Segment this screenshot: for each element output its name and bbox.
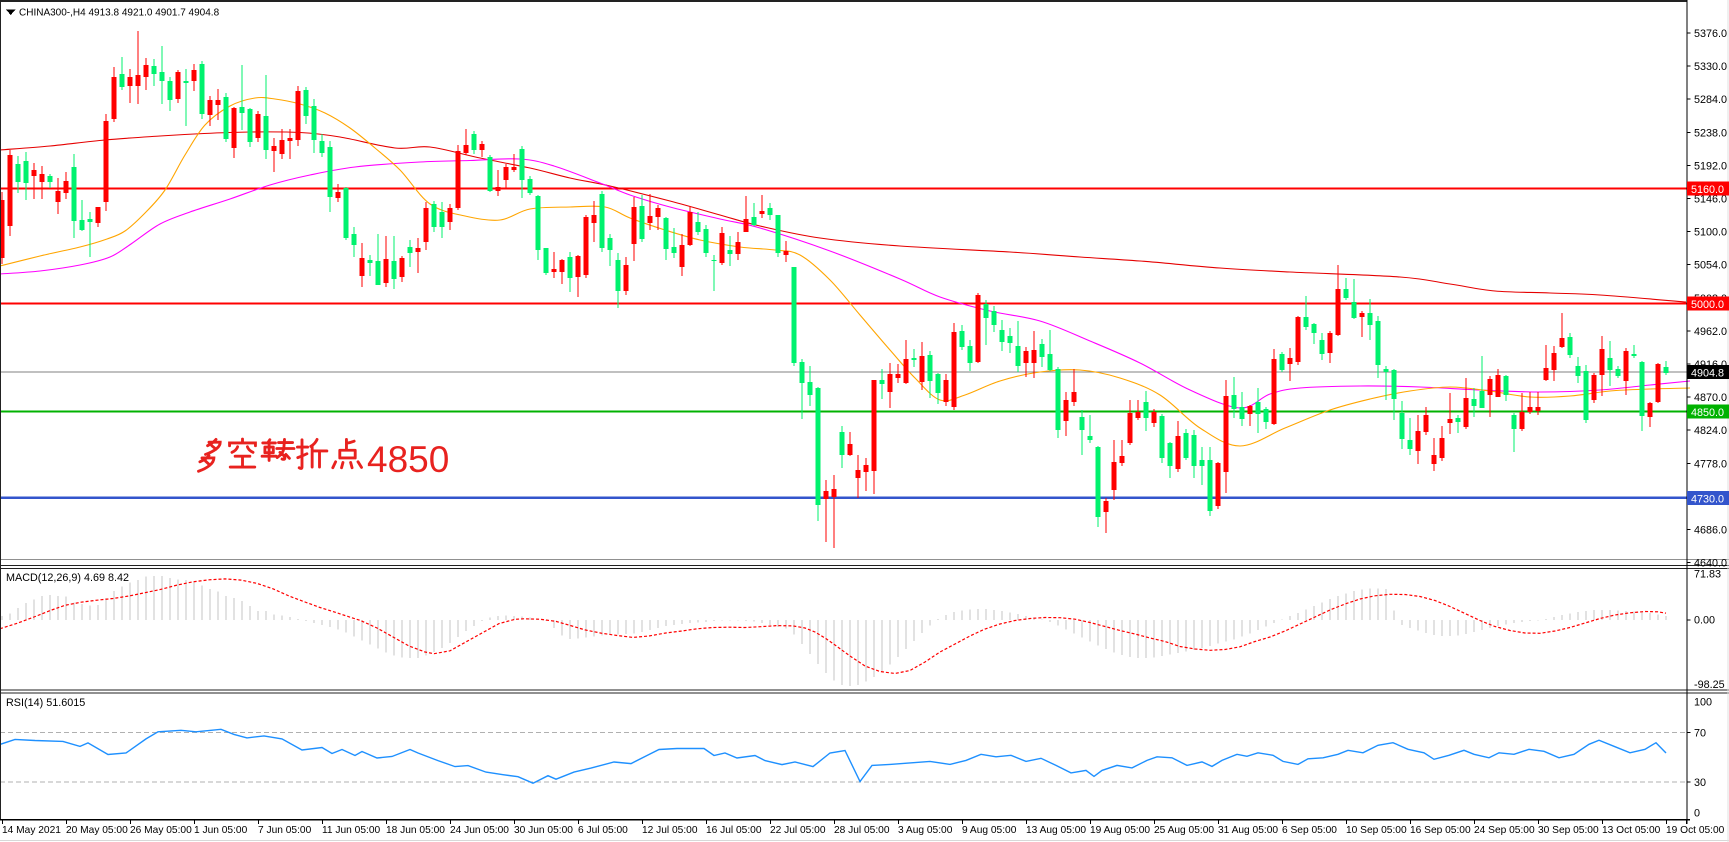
svg-text:5284.0: 5284.0 xyxy=(1694,94,1727,106)
svg-text:5146.0: 5146.0 xyxy=(1694,194,1727,206)
svg-text:4686.0: 4686.0 xyxy=(1694,525,1727,537)
svg-text:0: 0 xyxy=(1694,808,1700,820)
svg-text:24 Jun 05:00: 24 Jun 05:00 xyxy=(450,825,509,836)
svg-text:30: 30 xyxy=(1694,777,1706,789)
svg-text:5238.0: 5238.0 xyxy=(1694,127,1727,139)
svg-text:1 Jun 05:00: 1 Jun 05:00 xyxy=(194,825,248,836)
svg-text:MACD(12,26,9) 4.69 8.42: MACD(12,26,9) 4.69 8.42 xyxy=(6,572,129,584)
svg-text:4640.0: 4640.0 xyxy=(1694,558,1727,570)
svg-text:19 Oct 05:00: 19 Oct 05:00 xyxy=(1666,825,1725,836)
svg-text:CHINA300-,H4 4913.8 4921.0 49: CHINA300-,H4 4913.8 4921.0 4901.7 4904.8 xyxy=(19,8,220,19)
svg-text:4870.0: 4870.0 xyxy=(1694,392,1727,404)
svg-text:5000.0: 5000.0 xyxy=(1691,299,1724,311)
svg-text:4824.0: 4824.0 xyxy=(1694,425,1727,437)
svg-text:22 Jul 05:00: 22 Jul 05:00 xyxy=(770,825,826,836)
svg-text:30 Jun 05:00: 30 Jun 05:00 xyxy=(514,825,573,836)
svg-text:5054.0: 5054.0 xyxy=(1694,260,1727,272)
svg-text:7 Jun 05:00: 7 Jun 05:00 xyxy=(258,825,312,836)
svg-text:18 Jun 05:00: 18 Jun 05:00 xyxy=(386,825,445,836)
svg-text:5330.0: 5330.0 xyxy=(1694,61,1727,73)
svg-text:12 Jul 05:00: 12 Jul 05:00 xyxy=(642,825,698,836)
svg-text:24 Sep 05:00: 24 Sep 05:00 xyxy=(1474,825,1535,836)
svg-text:6 Sep 05:00: 6 Sep 05:00 xyxy=(1282,825,1337,836)
svg-text:16 Jul 05:00: 16 Jul 05:00 xyxy=(706,825,762,836)
svg-text:5100.0: 5100.0 xyxy=(1694,227,1727,239)
svg-text:100: 100 xyxy=(1694,697,1712,709)
svg-text:4850.0: 4850.0 xyxy=(1691,407,1724,419)
svg-text:6 Jul 05:00: 6 Jul 05:00 xyxy=(578,825,628,836)
svg-text:5160.0: 5160.0 xyxy=(1691,184,1724,196)
svg-text:30 Sep 05:00: 30 Sep 05:00 xyxy=(1538,825,1599,836)
svg-text:5192.0: 5192.0 xyxy=(1694,160,1727,172)
svg-text:4904.8: 4904.8 xyxy=(1691,368,1724,380)
svg-text:10 Sep 05:00: 10 Sep 05:00 xyxy=(1346,825,1407,836)
svg-text:71.83: 71.83 xyxy=(1694,569,1721,581)
svg-text:RSI(14) 51.6015: RSI(14) 51.6015 xyxy=(6,697,85,709)
svg-text:26 May 05:00: 26 May 05:00 xyxy=(130,825,192,836)
svg-text:16 Sep 05:00: 16 Sep 05:00 xyxy=(1410,825,1471,836)
svg-text:4778.0: 4778.0 xyxy=(1694,458,1727,470)
svg-text:5376.0: 5376.0 xyxy=(1694,28,1727,40)
svg-text:0.00: 0.00 xyxy=(1694,615,1715,627)
svg-text:11 Jun 05:00: 11 Jun 05:00 xyxy=(322,825,380,836)
svg-text:70: 70 xyxy=(1694,728,1706,740)
svg-text:4850: 4850 xyxy=(367,439,449,480)
svg-text:-98.25: -98.25 xyxy=(1694,679,1725,691)
svg-text:20 May 05:00: 20 May 05:00 xyxy=(66,825,128,836)
svg-text:4962.0: 4962.0 xyxy=(1694,326,1727,338)
svg-text:4730.0: 4730.0 xyxy=(1691,493,1724,505)
svg-text:25 Aug 05:00: 25 Aug 05:00 xyxy=(1154,825,1214,836)
svg-text:19 Aug 05:00: 19 Aug 05:00 xyxy=(1090,825,1150,836)
svg-text:28 Jul 05:00: 28 Jul 05:00 xyxy=(834,825,890,836)
svg-text:31 Aug 05:00: 31 Aug 05:00 xyxy=(1218,825,1278,836)
svg-text:13 Oct 05:00: 13 Oct 05:00 xyxy=(1602,825,1661,836)
svg-text:9 Aug 05:00: 9 Aug 05:00 xyxy=(962,825,1017,836)
svg-text:3 Aug 05:00: 3 Aug 05:00 xyxy=(898,825,953,836)
svg-text:13 Aug 05:00: 13 Aug 05:00 xyxy=(1026,825,1086,836)
svg-text:14 May 2021: 14 May 2021 xyxy=(2,825,61,836)
